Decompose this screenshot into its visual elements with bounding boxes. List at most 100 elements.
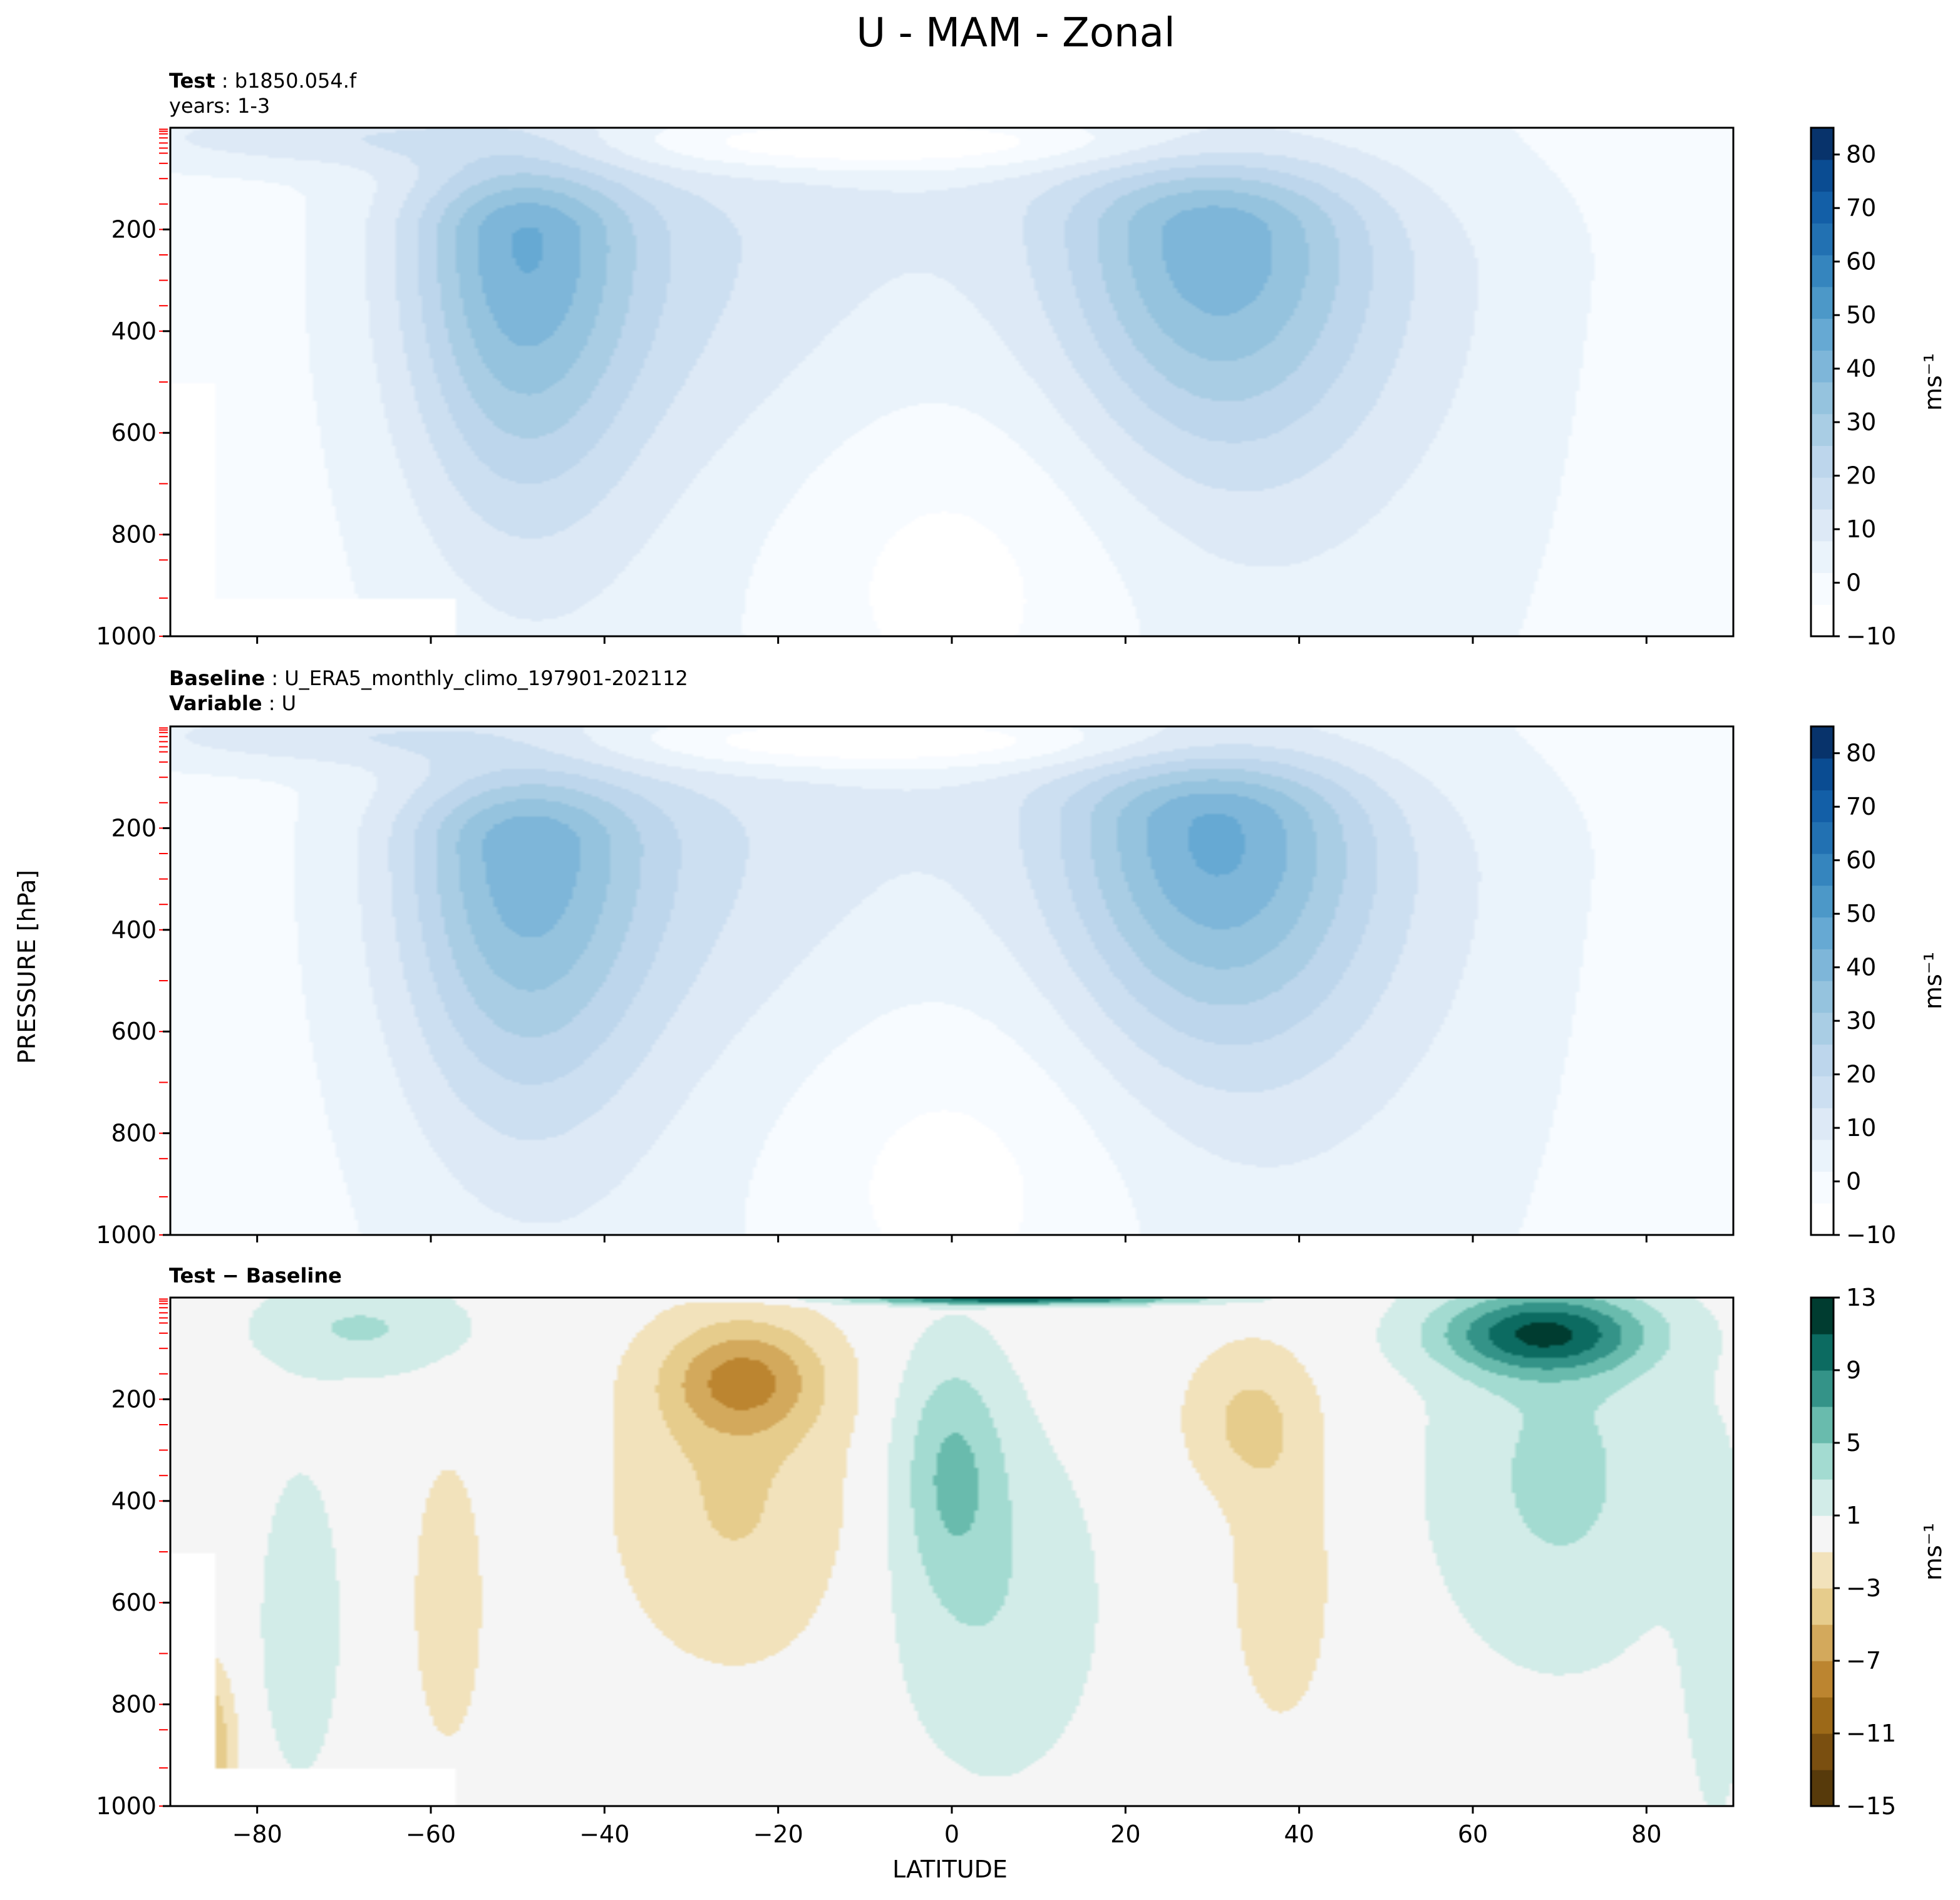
colorbar-swatch <box>1811 255 1834 287</box>
colorbar-swatch <box>1811 159 1834 192</box>
panel-diff-level-ticks <box>159 1298 168 1807</box>
colorbar-swatch <box>1811 1139 1834 1172</box>
y-tick-label: 400 <box>111 318 157 345</box>
panel-baseline-variable: Variable : U <box>169 691 296 715</box>
colorbar-swatch <box>1811 1588 1834 1625</box>
colorbar-tick-label: 0 <box>1846 569 1861 597</box>
colorbar-swatch <box>1811 949 1834 981</box>
colorbar-swatch <box>1811 604 1834 637</box>
colorbar-tick-label: 50 <box>1846 301 1876 329</box>
colorbar-tick-label: −10 <box>1846 1221 1896 1249</box>
colorbar-tick-label: −3 <box>1846 1574 1881 1602</box>
colorbar-swatch <box>1811 1203 1834 1236</box>
colorbar-tick-label: 10 <box>1846 1114 1876 1142</box>
colorbar-swatch <box>1811 1044 1834 1076</box>
colorbar-tick-label: 70 <box>1846 194 1876 222</box>
x-tick-label: −60 <box>406 1820 456 1848</box>
y-tick-label: 200 <box>111 814 157 842</box>
colorbar-swatch <box>1811 885 1834 918</box>
colorbar-frame <box>1810 126 1835 638</box>
colorbar-tick-label: −10 <box>1846 622 1896 650</box>
colorbar-swatch <box>1811 1076 1834 1108</box>
colorbar-tick-label: 40 <box>1846 355 1876 383</box>
colorbar-swatch <box>1811 981 1834 1013</box>
panel-baseline-colorbar-units: ms⁻¹ <box>1919 952 1947 1009</box>
colorbar-swatch <box>1811 1370 1834 1407</box>
colorbar-swatch <box>1811 1108 1834 1140</box>
colorbar-swatch <box>1811 350 1834 383</box>
panel-test-years: years: 1-3 <box>169 94 270 118</box>
colorbar-swatch <box>1811 223 1834 256</box>
colorbar-swatch <box>1811 1552 1834 1589</box>
y-tick-label: 800 <box>111 1120 157 1147</box>
colorbar-tick-label: −11 <box>1846 1720 1896 1747</box>
y-tick-label: 800 <box>111 1691 157 1718</box>
colorbar-swatch <box>1811 758 1834 791</box>
x-tick-label: −80 <box>232 1820 282 1848</box>
x-tick-label: −20 <box>753 1820 803 1848</box>
colorbar-swatch <box>1811 445 1834 478</box>
y-tick-label: 1000 <box>96 1221 157 1249</box>
panel-diff-contour-field <box>170 1298 1733 1806</box>
colorbar-swatch <box>1811 286 1834 319</box>
colorbar-tick-label: 30 <box>1846 1007 1876 1035</box>
colorbar-swatch <box>1811 477 1834 510</box>
colorbar-swatch <box>1811 790 1834 822</box>
colorbar-swatch <box>1811 1770 1834 1807</box>
panel-test-label: Test : b1850.054.f <box>169 69 357 93</box>
colorbar-swatch <box>1811 1012 1834 1045</box>
colorbar-tick-label: 50 <box>1846 900 1876 927</box>
colorbar-swatch <box>1811 1697 1834 1734</box>
panel-test-level-ticks <box>159 128 168 637</box>
colorbar-swatch <box>1811 1624 1834 1661</box>
panel-baseline: Baseline : U_ERA5_monthly_climo_197901-2… <box>96 666 1947 1249</box>
panel-test: Test : b1850.054.f years: 1-3 2004006008… <box>96 69 1947 650</box>
colorbar-tick-label: 30 <box>1846 408 1876 436</box>
colorbar-swatch <box>1811 822 1834 854</box>
panel-test-colorbar-units: ms⁻¹ <box>1919 353 1947 411</box>
colorbar-swatch <box>1811 318 1834 351</box>
colorbar-swatch <box>1811 191 1834 224</box>
y-tick-label: 1000 <box>96 1792 157 1820</box>
colorbar-tick-label: 80 <box>1846 740 1876 767</box>
colorbar-swatch <box>1811 1407 1834 1443</box>
panel-diff-x-ticks: −80 −60 −40 −20 0 20 40 60 80 <box>232 1806 1662 1848</box>
colorbar-swatch <box>1811 1479 1834 1516</box>
y-tick-label: 800 <box>111 521 157 549</box>
y-tick-label: 600 <box>111 419 157 447</box>
y-tick-label: 200 <box>111 215 157 243</box>
x-axis-label: LATITUDE <box>892 1856 1008 1883</box>
panel-test-y-ticks: 200 400 600 800 1000 <box>96 215 170 650</box>
y-tick-label: 200 <box>111 1385 157 1413</box>
colorbar-tick-label: 20 <box>1846 1061 1876 1088</box>
panel-diff-colorbar: 13 9 5 1 −3 −7 −11 −15 <box>1810 1284 1896 1820</box>
colorbar-tick-label: −7 <box>1846 1647 1881 1675</box>
panel-diff-colorbar-units: ms⁻¹ <box>1919 1523 1947 1581</box>
colorbar-swatch <box>1811 382 1834 415</box>
x-tick-label: 60 <box>1458 1820 1488 1848</box>
colorbar-tick-label: −15 <box>1846 1792 1896 1820</box>
colorbar-swatch <box>1811 1298 1834 1335</box>
colorbar-tick-label: 0 <box>1846 1168 1861 1195</box>
x-tick-label: 0 <box>944 1820 959 1848</box>
colorbar-swatch <box>1811 726 1834 759</box>
colorbar-swatch <box>1811 1334 1834 1371</box>
x-tick-label: 40 <box>1284 1820 1314 1848</box>
colorbar-tick-label: 9 <box>1846 1356 1861 1384</box>
colorbar-swatch <box>1811 540 1834 574</box>
colorbar-swatch <box>1811 1515 1834 1552</box>
panel-test-contour-field <box>170 128 1733 636</box>
colorbar-tick-label: 40 <box>1846 954 1876 981</box>
colorbar-swatch <box>1811 572 1834 605</box>
colorbar-swatch <box>1811 1661 1834 1698</box>
colorbar-tick-label: 80 <box>1846 141 1876 168</box>
colorbar-swatch <box>1811 1171 1834 1204</box>
y-tick-label: 600 <box>111 1018 157 1045</box>
colorbar-swatch <box>1811 128 1834 160</box>
x-tick-label: −40 <box>579 1820 629 1848</box>
panel-baseline-contour-field <box>170 726 1733 1235</box>
panel-diff-label: Test − Baseline <box>169 1264 342 1288</box>
colorbar-tick-label: 70 <box>1846 793 1876 820</box>
